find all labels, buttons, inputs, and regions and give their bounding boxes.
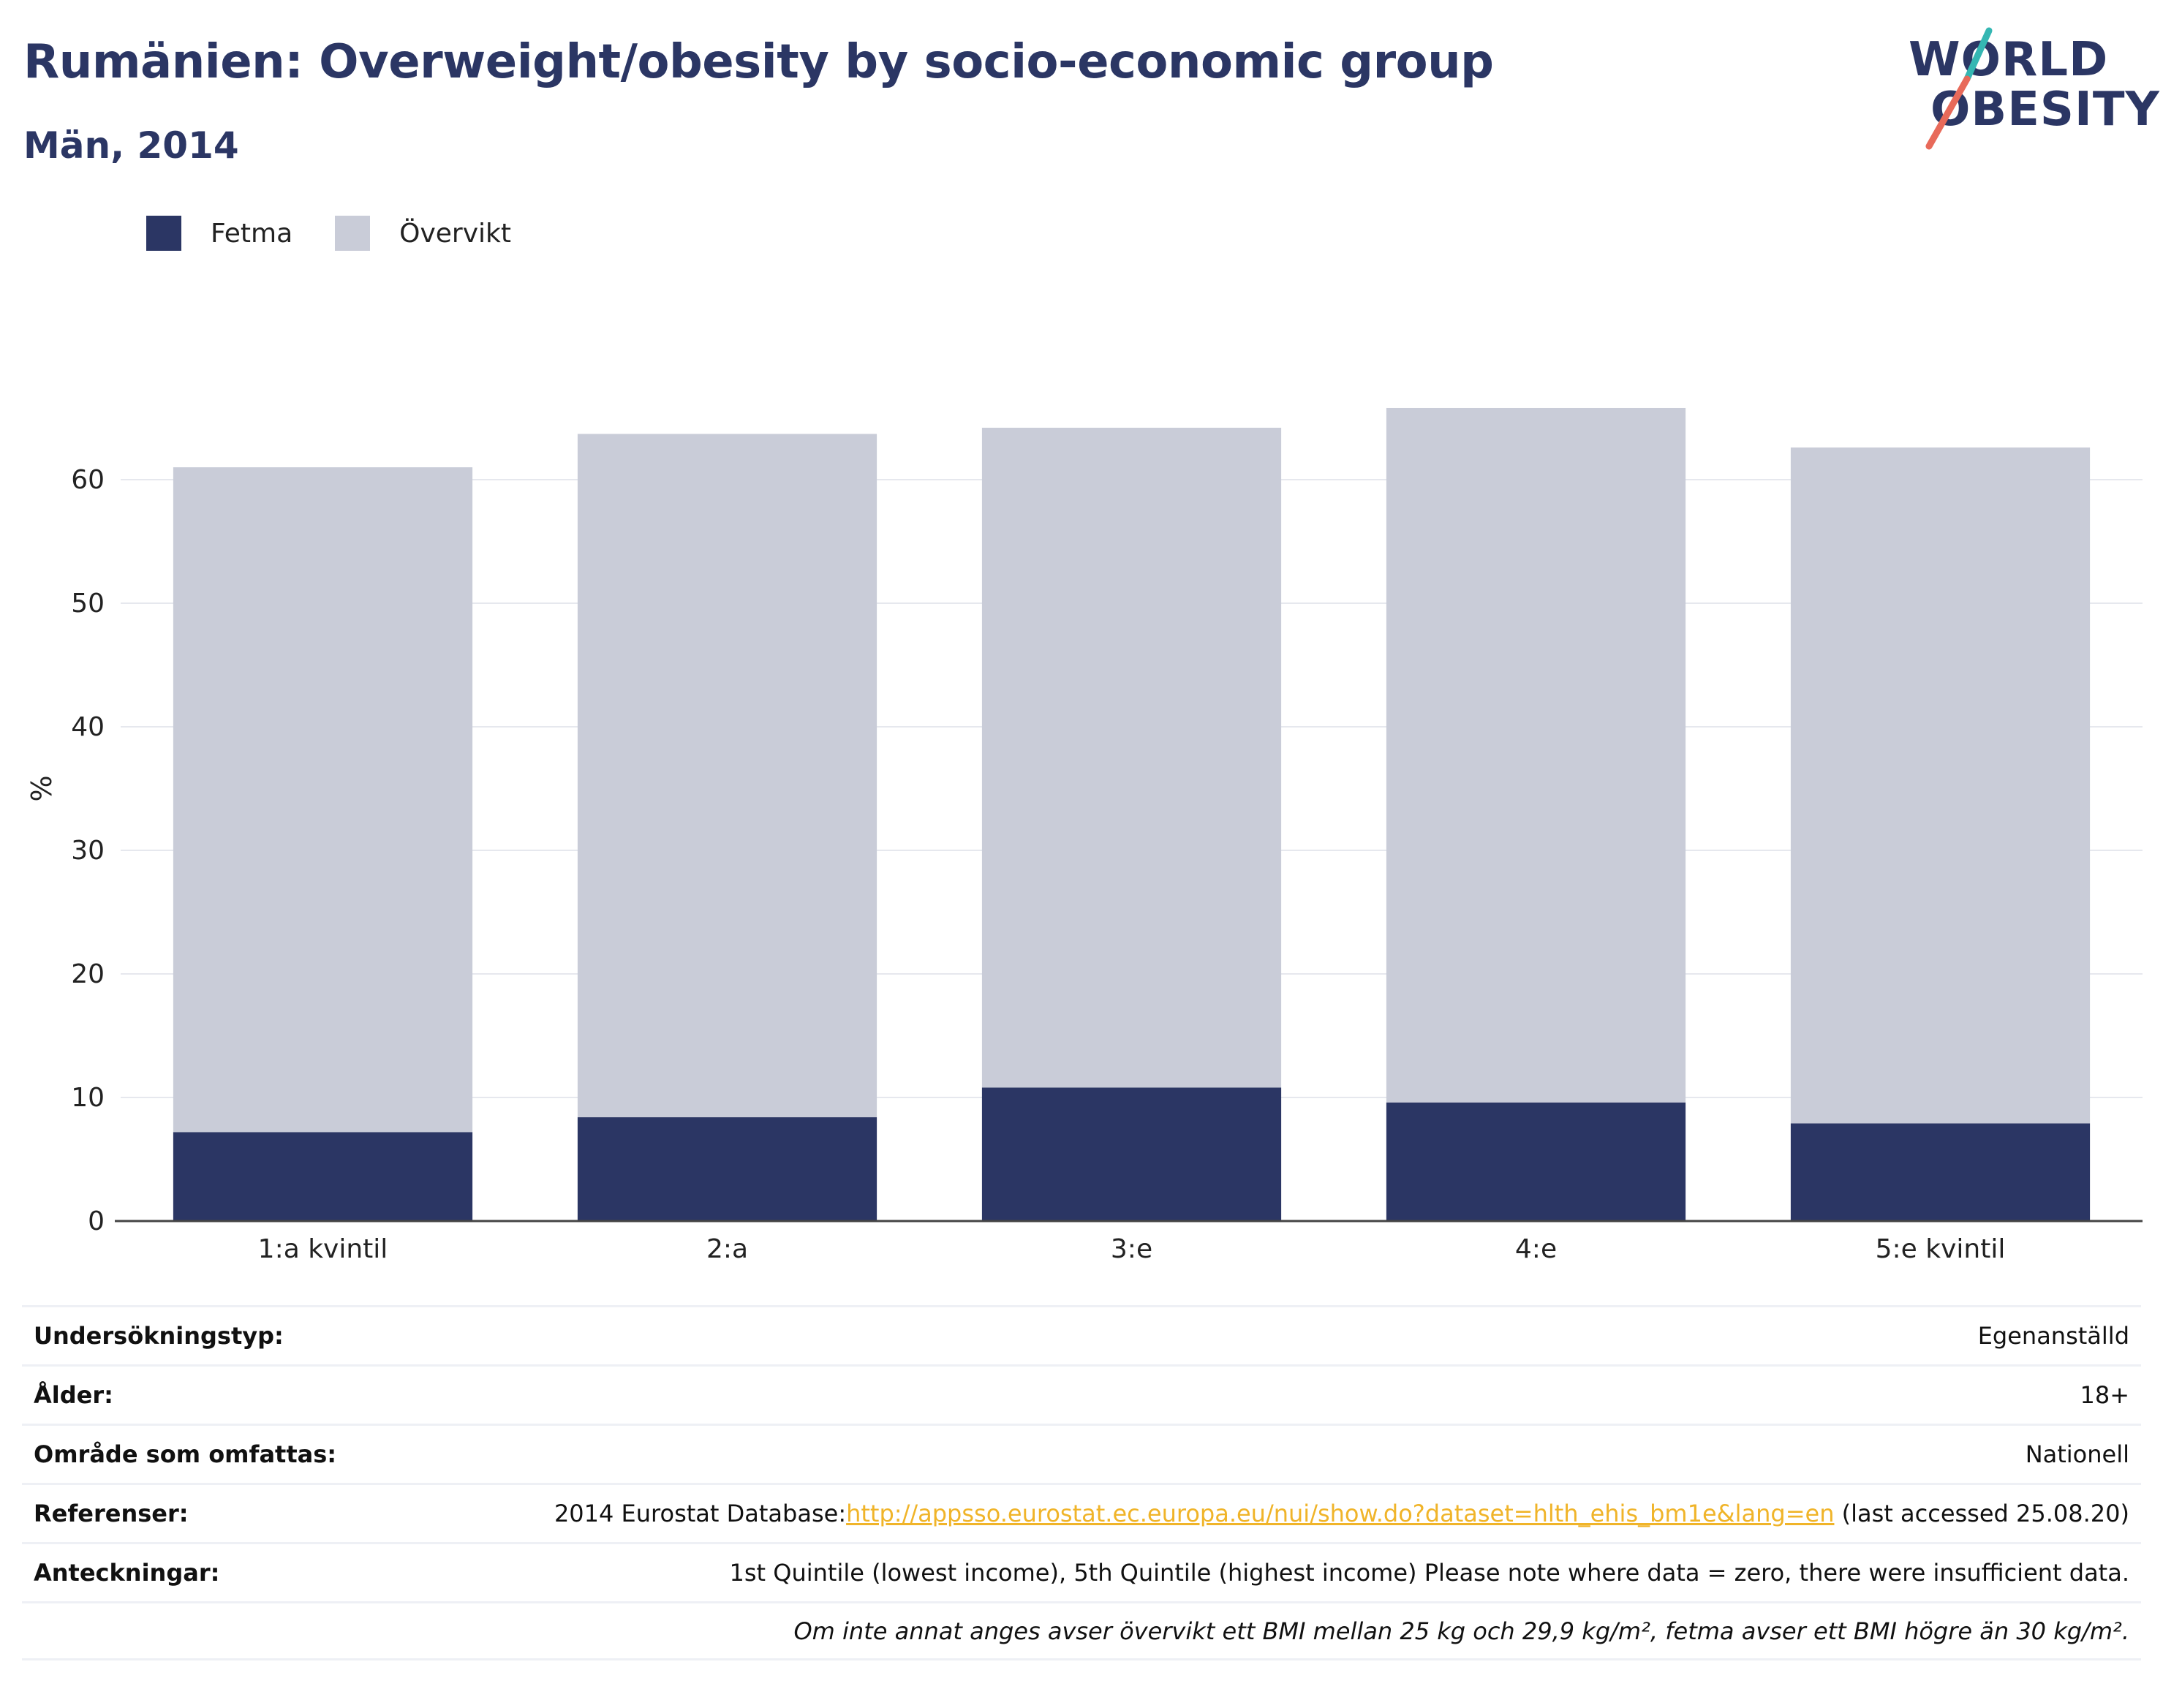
logo-line-2: OBESITY	[1930, 83, 2160, 137]
x-tick-label: 5:e kvintil	[1876, 1234, 2006, 1264]
info-label: Undersökningstyp:	[34, 1322, 284, 1350]
info-value-references: 2014 Eurostat Database:http://appsso.eur…	[554, 1500, 2129, 1527]
info-row-notes: Anteckningar: 1st Quintile (lowest incom…	[22, 1542, 2141, 1601]
bar-overvikt	[577, 434, 877, 1118]
bar-overvikt	[1790, 447, 2091, 1124]
x-tick-label: 2:a	[706, 1234, 748, 1264]
info-value: Egenanställd	[1977, 1322, 2129, 1350]
info-value: 18+	[2080, 1381, 2129, 1409]
info-row-area: Område som omfattas: Nationell	[22, 1424, 2141, 1483]
legend-item-overvikt[interactable]: Övervikt	[335, 216, 511, 251]
info-value: 1st Quintile (lowest income), 5th Quinti…	[729, 1559, 2130, 1587]
legend-swatch-fetma	[146, 216, 181, 251]
y-tick-label: 60	[71, 465, 105, 495]
reference-suffix: (last accessed 25.08.20)	[1834, 1500, 2129, 1527]
y-tick-label: 30	[71, 836, 105, 866]
info-row-footnote: Om inte annat anges avser övervikt ett B…	[22, 1601, 2141, 1660]
bar-overvikt	[981, 428, 1282, 1088]
bar-overvikt	[173, 467, 473, 1133]
info-row-survey-type: Undersökningstyp: Egenanställd	[22, 1305, 2141, 1364]
bar-fetma	[981, 1087, 1282, 1221]
reference-prefix: 2014 Eurostat Database:	[554, 1500, 847, 1527]
y-tick-label: 40	[71, 712, 105, 742]
info-label: Ålder:	[34, 1381, 113, 1409]
bar-overvikt	[1386, 407, 1686, 1103]
bar-fetma	[173, 1132, 473, 1221]
bar-fetma	[1386, 1102, 1686, 1221]
y-tick-label: 10	[71, 1083, 105, 1113]
bar-fetma	[1790, 1123, 2091, 1221]
legend-label-fetma: Fetma	[211, 218, 293, 249]
chart-legend: Fetma Övervikt	[146, 216, 554, 251]
y-tick-label: 50	[71, 589, 105, 619]
page-title: Rumänien: Overweight/obesity by socio-ec…	[23, 35, 1494, 89]
info-label: Referenser:	[34, 1500, 189, 1527]
logo-line-1: WORLD	[1909, 33, 2109, 87]
legend-swatch-overvikt	[335, 216, 371, 251]
info-label: Område som omfattas:	[34, 1440, 337, 1468]
info-row-references: Referenser: 2014 Eurostat Database:http:…	[22, 1483, 2141, 1542]
legend-label-overvikt: Övervikt	[399, 218, 511, 249]
bar-fetma	[577, 1117, 877, 1221]
page-subtitle: Män, 2014	[23, 124, 239, 167]
info-label: Anteckningar:	[34, 1559, 220, 1587]
info-table: Undersökningstyp: Egenanställd Ålder: 18…	[22, 1305, 2141, 1660]
x-tick-label: 3:e	[1111, 1234, 1152, 1264]
legend-item-fetma[interactable]: Fetma	[146, 216, 292, 251]
y-tick-label: 20	[71, 959, 105, 989]
x-tick-label: 4:e	[1515, 1234, 1557, 1264]
y-axis-label: %	[26, 775, 58, 801]
logo-slash-icon	[1925, 27, 1993, 150]
info-value: Nationell	[2025, 1440, 2129, 1468]
world-obesity-logo: WORLD OBESITY	[1909, 22, 2159, 154]
footnote: Om inte annat anges avser övervikt ett B…	[793, 1617, 2129, 1645]
stacked-bar-chart: 0 10 20 30 40 50 60% 1:a kvintil 2:a 3:e 4:e 5:e kv…	[26, 407, 2143, 1264]
info-row-age: Ålder: 18+	[22, 1364, 2141, 1424]
reference-link[interactable]: http://appsso.eurostat.ec.europa.eu/nui/…	[846, 1500, 1835, 1527]
x-tick-label: 1:a kvintil	[258, 1234, 388, 1264]
y-tick-label: 0	[88, 1206, 105, 1236]
